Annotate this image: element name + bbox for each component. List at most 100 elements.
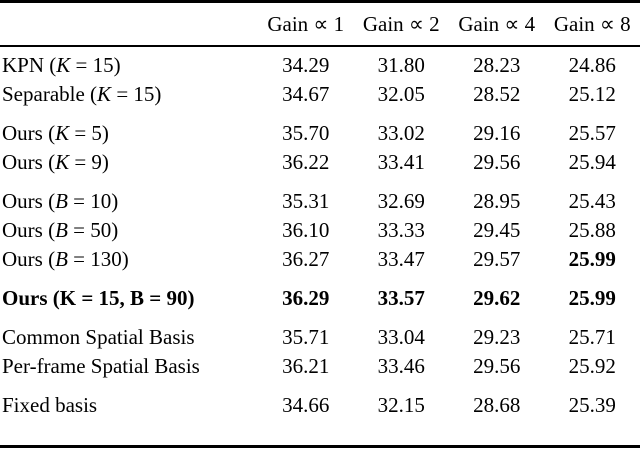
table-row: Fixed basis 34.66 32.15 28.68 25.39 [0, 391, 640, 420]
cell-value: 28.23 [473, 53, 521, 77]
cell-value: 35.71 [282, 325, 330, 349]
row-group: KPN (K = 15) 34.29 31.80 28.23 24.86 Separabl… [0, 51, 640, 109]
label-text: = 130) [67, 247, 129, 271]
cell-value: 25.92 [568, 354, 616, 378]
bottom-rule [0, 445, 640, 448]
cell-value: 32.69 [377, 189, 425, 213]
cell-value: 29.56 [473, 150, 521, 174]
label-text: Separable ( [2, 82, 98, 106]
row-label: Ours (B = 130) [0, 247, 258, 272]
row-label: Ours (B = 50) [0, 218, 258, 243]
cell-value: 24.86 [568, 53, 616, 77]
label-text: Ours ( [2, 247, 56, 271]
table-row: Common Spatial Basis 35.71 33.04 29.23 25.71 [0, 323, 640, 352]
row-group: Fixed basis 34.66 32.15 28.68 25.39 [0, 391, 640, 420]
cell-value: 29.23 [473, 325, 521, 349]
cell-value: 25.94 [568, 150, 616, 174]
label-text: = 15) [70, 53, 121, 77]
cell-value: 33.33 [377, 218, 425, 242]
cell-value: 34.66 [282, 393, 330, 417]
label-text: Ours ( [2, 121, 56, 145]
row-label: Ours (B = 10) [0, 189, 258, 214]
math-variable: K [56, 53, 71, 77]
cell-value: 33.04 [377, 325, 425, 349]
row-label: Fixed basis [0, 393, 258, 418]
cell-value: 28.95 [473, 189, 521, 213]
table-row: Ours (B = 130) 36.27 33.47 29.57 25.99 [0, 245, 640, 274]
cell-value: 28.52 [473, 82, 521, 106]
cell-value: 25.43 [568, 189, 616, 213]
label-text: = 15) [111, 82, 162, 106]
cell-value: 33.57 [377, 286, 425, 310]
cell-value: 31.80 [377, 53, 425, 77]
label-text: Per-frame Spatial Basis [2, 354, 200, 378]
cell-value: 32.05 [377, 82, 425, 106]
row-group: Ours (B = 10) 35.31 32.69 28.95 25.43 Ours (B… [0, 187, 640, 274]
label-text: = 5) [69, 121, 109, 145]
row-label: Separable (K = 15) [0, 82, 258, 107]
cell-value: 25.39 [568, 393, 616, 417]
column-header: Gain ∝ 2 [362, 11, 440, 36]
row-label: Common Spatial Basis [0, 325, 258, 350]
row-label: Per-frame Spatial Basis [0, 354, 258, 379]
row-group: Common Spatial Basis 35.71 33.04 29.23 25.71… [0, 323, 640, 381]
cell-value: 33.46 [377, 354, 425, 378]
math-variable: B [55, 247, 68, 271]
table-row: KPN (K = 15) 34.29 31.80 28.23 24.86 [0, 51, 640, 80]
column-header: Gain ∝ 8 [553, 11, 631, 36]
cell-value: 25.57 [568, 121, 616, 145]
cell-value: 36.10 [282, 218, 330, 242]
cell-value: 33.47 [377, 247, 425, 271]
cell-value: 36.21 [282, 354, 330, 378]
table-body: KPN (K = 15) 34.29 31.80 28.23 24.86 Separabl… [0, 47, 640, 445]
top-rule [0, 0, 640, 3]
cell-value: 29.57 [473, 247, 521, 271]
column-header: Gain ∝ 4 [458, 11, 536, 36]
cell-value: 33.02 [377, 121, 425, 145]
row-label: KPN (K = 15) [0, 53, 258, 78]
label-text: = 50) [67, 218, 119, 242]
table-row: Per-frame Spatial Basis 36.21 33.46 29.56 25… [0, 352, 640, 381]
cell-value: 25.12 [568, 82, 616, 106]
math-variable: K [55, 121, 70, 145]
cell-value: 25.99 [568, 286, 616, 310]
math-variable: K [97, 82, 112, 106]
table-row: Ours (K = 15, B = 90) 36.29 33.57 29.62 25.9… [0, 284, 640, 313]
cell-value: 25.88 [568, 218, 616, 242]
table-row: Ours (K = 9) 36.22 33.41 29.56 25.94 [0, 148, 640, 177]
row-label: Ours (K = 5) [0, 121, 258, 146]
label-text: KPN ( [2, 53, 57, 77]
column-header: Gain ∝ 1 [267, 11, 345, 36]
cell-value: 25.71 [568, 325, 616, 349]
cell-value: 35.31 [282, 189, 330, 213]
label-text: Ours ( [2, 218, 56, 242]
table-row: Ours (B = 10) 35.31 32.69 28.95 25.43 [0, 187, 640, 216]
cell-value: 33.41 [377, 150, 425, 174]
header-row: Gain ∝ 1 Gain ∝ 2 Gain ∝ 4 Gain ∝ 8 [0, 3, 640, 45]
cell-value: 36.29 [282, 286, 330, 310]
cell-value: 25.99 [568, 247, 616, 271]
table-row: Separable (K = 15) 34.67 32.05 28.52 25.12 [0, 80, 640, 109]
table-row: Ours (K = 5) 35.70 33.02 29.16 25.57 [0, 119, 640, 148]
label-text: Fixed basis [2, 393, 98, 417]
cell-value: 29.45 [473, 218, 521, 242]
label-text: Ours ( [2, 189, 56, 213]
row-label: Ours (K = 9) [0, 150, 258, 175]
math-variable: K [55, 150, 70, 174]
label-text: Ours ( [2, 150, 56, 174]
cell-value: 34.29 [282, 53, 330, 77]
cell-value: 35.70 [282, 121, 330, 145]
label-text: Common Spatial Basis [2, 325, 195, 349]
label-text: Ours (K = 15, B = 90) [2, 286, 195, 310]
cell-value: 32.15 [377, 393, 425, 417]
cell-value: 34.67 [282, 82, 330, 106]
row-group: Ours (K = 5) 35.70 33.02 29.16 25.57 Ours (K … [0, 119, 640, 177]
label-text: = 9) [69, 150, 109, 174]
math-variable: B [55, 218, 68, 242]
label-text: = 10) [67, 189, 119, 213]
table-row: Ours (B = 50) 36.10 33.33 29.45 25.88 [0, 216, 640, 245]
cell-value: 29.16 [473, 121, 521, 145]
math-variable: B [55, 189, 68, 213]
cell-value: 29.62 [473, 286, 521, 310]
